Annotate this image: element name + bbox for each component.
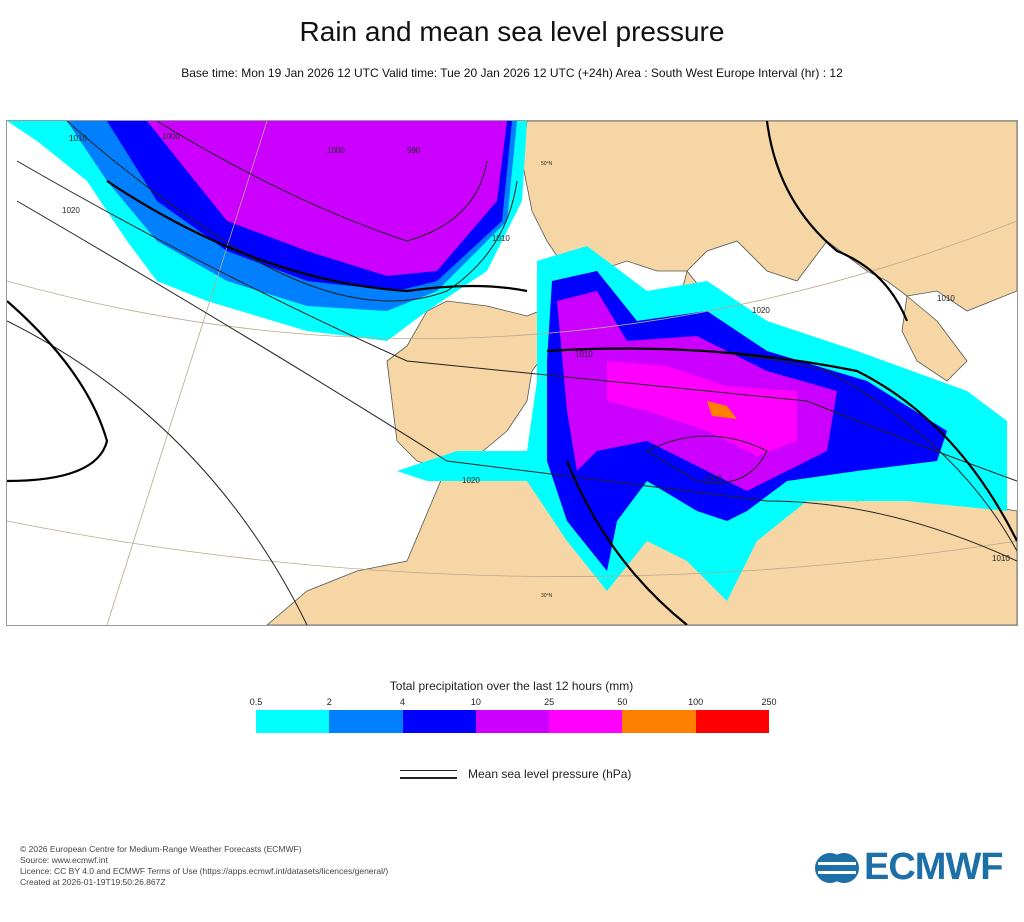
legend-tick: 250 bbox=[761, 697, 777, 707]
legend-color-swatch bbox=[475, 710, 550, 733]
ecmwf-logo-text: ECMWF bbox=[864, 846, 1004, 888]
map-svg: 1010 1000 1000 990 1020 1010 1010 1020 1… bbox=[6, 120, 1018, 626]
lat-label: 30°N bbox=[541, 593, 553, 599]
land-greece bbox=[901, 295, 968, 382]
legend-tick: 4 bbox=[400, 697, 406, 707]
isobar-labels: 1010 1000 1000 990 1020 1010 1010 1020 1… bbox=[62, 132, 1010, 599]
lat-label: 50°N bbox=[541, 161, 553, 167]
footer: © 2026 European Centre for Medium-Range … bbox=[20, 844, 388, 888]
isobar-label: 1010 bbox=[69, 134, 87, 143]
legend-color-swatch bbox=[402, 710, 476, 733]
footer-created: Created at 2026-01-19T19:50:26.867Z bbox=[20, 877, 166, 887]
legend-color-swatch bbox=[256, 710, 330, 733]
precip-orange bbox=[707, 401, 737, 419]
precip-purple-atlantic bbox=[147, 121, 507, 276]
isobar-label: 990 bbox=[407, 146, 421, 155]
legend-color-swatch bbox=[549, 710, 623, 733]
ecmwf-logo: ECMWF bbox=[814, 846, 1004, 889]
legend-tick: 100 bbox=[688, 697, 704, 707]
isobar-label: 1010 bbox=[937, 294, 955, 303]
legend-color-swatch bbox=[695, 710, 769, 733]
isobar-label: 1000 bbox=[704, 474, 722, 483]
footer-source: Source: www.ecmwf.int bbox=[20, 855, 108, 865]
precip-magenta-med bbox=[607, 361, 797, 456]
legend-tick: 50 bbox=[617, 697, 628, 707]
footer-copyright: © 2026 European Centre for Medium-Range … bbox=[20, 844, 302, 854]
isobars bbox=[6, 120, 1018, 626]
msl-line-thin bbox=[400, 770, 457, 771]
isobar-label: 1020 bbox=[62, 206, 80, 215]
weather-map: 1010 1000 1000 990 1020 1010 1010 1020 1… bbox=[6, 120, 1018, 626]
isobar-label: 1000 bbox=[162, 132, 180, 141]
chart-title: Rain and mean sea level pressure bbox=[299, 16, 725, 47]
isobar-label: 1010 bbox=[992, 554, 1010, 563]
msl-legend-label: Mean sea level pressure (hPa) bbox=[468, 767, 632, 781]
precipitation bbox=[7, 121, 1007, 601]
graticule bbox=[6, 120, 1018, 626]
footer-licence: Licence: CC BY 4.0 and ECMWF Terms of Us… bbox=[20, 866, 389, 876]
legend-tick: 2 bbox=[326, 697, 332, 707]
isobar-label: 1000 bbox=[327, 146, 345, 155]
legend-tick: 0.5 bbox=[249, 697, 263, 707]
legend-color-swatch bbox=[622, 710, 696, 733]
legend-colorbar bbox=[256, 710, 769, 733]
msl-line-bold bbox=[400, 777, 457, 779]
legend-ticks: 0.5 2 4 10 25 50 100 250 bbox=[250, 697, 777, 709]
isobar-label: 1010 bbox=[575, 350, 593, 359]
isobar-label: 1010 bbox=[492, 234, 510, 243]
isobars-bold bbox=[6, 120, 1018, 626]
isobar-label: 1020 bbox=[462, 476, 480, 485]
legend-tick: 25 bbox=[544, 697, 555, 707]
legend-title: Total precipitation over the last 12 hou… bbox=[389, 679, 634, 693]
legend-tick: 10 bbox=[470, 697, 481, 707]
isobar-label: 1020 bbox=[752, 306, 770, 315]
ecmwf-logo-icon bbox=[815, 852, 859, 883]
legend-color-swatch bbox=[329, 710, 403, 733]
chart-subtitle: Base time: Mon 19 Jan 2026 12 UTC Valid … bbox=[181, 66, 843, 80]
